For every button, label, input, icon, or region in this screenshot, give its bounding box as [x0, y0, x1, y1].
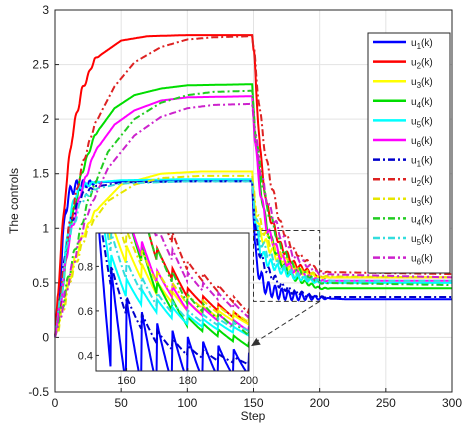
- inset-y-tick-labels: 0.4 0.6 0.8: [78, 261, 99, 362]
- legend-label: u1(k): [411, 38, 433, 51]
- legend-label-suffix: (k): [421, 254, 433, 265]
- inset-series-line-2: [147, 233, 249, 326]
- inset-y-tick-label: 0.6: [78, 306, 93, 318]
- inset-y-tick-label: 0.4: [78, 350, 93, 362]
- zoom-arrowhead: [251, 337, 261, 347]
- x-tick-label: 150: [243, 396, 263, 410]
- zoom-box: [253, 229, 321, 302]
- legend-label: u6(k): [411, 136, 433, 149]
- legend-label-main: u: [411, 77, 417, 88]
- x-tick-labels: 0 50 100 150 200 250 300: [52, 396, 463, 410]
- inset-series-line-12: [153, 233, 249, 320]
- legend-label-main: u: [411, 175, 417, 186]
- y-tick-label: 2.5: [32, 58, 49, 72]
- legend-label: u6(k): [411, 254, 433, 267]
- legend-box: [367, 32, 451, 274]
- x-tick-label: 300: [442, 396, 462, 410]
- inset-series-line-10: [147, 233, 249, 337]
- legend-label-suffix: (k): [421, 175, 433, 186]
- x-tick-label: 200: [310, 396, 330, 410]
- main-series: [54, 34, 452, 338]
- inset-x-tick-labels: 160 180 200: [117, 368, 258, 387]
- legend-label: u3(k): [411, 195, 433, 208]
- legend-label-subscript: 3: [417, 81, 422, 90]
- legend-label-main: u: [411, 254, 417, 265]
- y-tick-labels: -0.5 0 0.5 1 1.5 2 2.5 3: [28, 3, 49, 399]
- legend-label: u3(k): [411, 77, 433, 90]
- legend-label-main: u: [411, 38, 417, 49]
- y-tick-label: 0.5: [32, 276, 49, 290]
- y-tick-label: 3: [42, 3, 49, 17]
- x-tick-label: 100: [177, 396, 197, 410]
- inset-series-line-4: [131, 233, 249, 349]
- inset-x-tick-label: 160: [117, 375, 135, 387]
- series-line-10: [54, 89, 452, 338]
- legend-label-suffix: (k): [421, 136, 433, 147]
- legend-label-subscript: 4: [417, 218, 422, 227]
- legend-label-subscript: 1: [417, 160, 422, 169]
- legend-label-suffix: (k): [421, 58, 433, 69]
- x-tick-label: 250: [376, 396, 396, 410]
- legend-label-suffix: (k): [421, 77, 433, 88]
- inset-series-line-7: [101, 233, 249, 366]
- y-tick-label: -0.5: [28, 385, 49, 399]
- inset-series-line-11: [106, 233, 249, 333]
- series-line-11: [54, 180, 452, 338]
- legend-label-main: u: [411, 136, 417, 147]
- y-tick-label: 1: [42, 221, 49, 235]
- legend-label-suffix: (k): [421, 97, 433, 108]
- inset-y-tick-label: 0.8: [78, 261, 93, 273]
- legend-label-main: u: [411, 195, 417, 206]
- y-tick-label: 1.5: [32, 167, 49, 181]
- legend-label-suffix: (k): [421, 38, 433, 49]
- zoom-connector: [256, 300, 320, 342]
- legend-label: u1(k): [411, 156, 433, 169]
- legend-label-suffix: (k): [421, 156, 433, 167]
- legend-label-suffix: (k): [421, 214, 433, 225]
- legend-label-subscript: 2: [417, 62, 422, 71]
- legend-label: u5(k): [411, 234, 433, 247]
- legend-label-subscript: 6: [417, 140, 422, 149]
- legend-label-main: u: [411, 214, 417, 225]
- legend-label-subscript: 4: [417, 101, 422, 110]
- y-axis-label: The controls: [7, 168, 21, 234]
- series-line-9: [54, 174, 452, 338]
- legend-label-main: u: [411, 116, 417, 127]
- legend-label-subscript: 2: [417, 179, 422, 188]
- inset-x-tick-label: 180: [179, 375, 197, 387]
- inset-series-line-5: [103, 233, 249, 337]
- y-tick-label: 0: [42, 330, 49, 344]
- plot-frame: [54, 9, 453, 393]
- legend-label-subscript: 1: [417, 42, 422, 51]
- legend-label: u5(k): [411, 116, 433, 129]
- legend-entries: u1(k)u2(k)u3(k)u4(k)u5(k)u6(k)u1(k)u2(k)…: [373, 38, 433, 267]
- x-tick-label: 50: [114, 396, 128, 410]
- legend-label: u4(k): [411, 214, 433, 227]
- legend-label-subscript: 6: [417, 258, 422, 267]
- legend-label-main: u: [411, 58, 417, 69]
- legend-label-main: u: [411, 97, 417, 108]
- x-axis-label: Step: [241, 409, 266, 423]
- legend-label-suffix: (k): [421, 234, 433, 245]
- legend-label-subscript: 5: [417, 120, 422, 129]
- legend-label-main: u: [411, 234, 417, 245]
- inset-series-line-8: [166, 233, 249, 315]
- legend-label-suffix: (k): [421, 116, 433, 127]
- inset-frame: [95, 232, 250, 372]
- legend-label: u2(k): [411, 58, 433, 71]
- legend-label: u2(k): [411, 175, 433, 188]
- x-tick-label: 0: [52, 396, 59, 410]
- legend-label-suffix: (k): [421, 195, 433, 206]
- legend-label-main: u: [411, 156, 417, 167]
- legend-label: u4(k): [411, 97, 433, 110]
- y-tick-label: 2: [42, 112, 49, 126]
- legend-label-subscript: 3: [417, 199, 422, 208]
- inset-x-tick-label: 200: [240, 375, 258, 387]
- legend-label-subscript: 5: [417, 238, 422, 247]
